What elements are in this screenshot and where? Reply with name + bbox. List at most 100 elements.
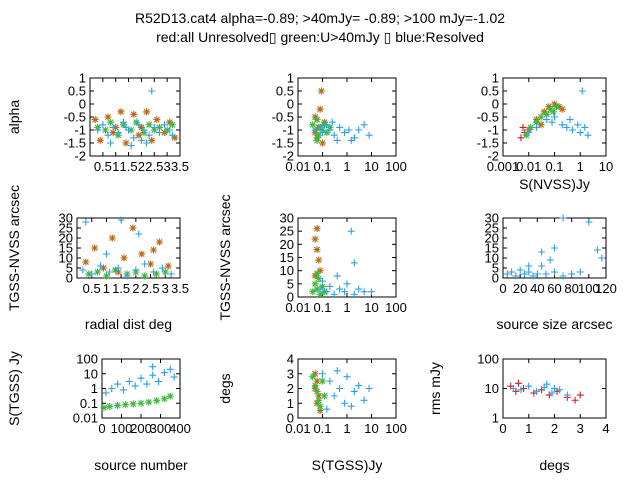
data-point (326, 377, 334, 385)
data-point (316, 267, 324, 275)
y-tick-label: 0.5 (276, 84, 294, 99)
data-point (558, 121, 566, 129)
y-tick-label: 0 (287, 290, 294, 305)
data-point (114, 264, 122, 272)
data-point (102, 250, 110, 258)
data-point (566, 116, 574, 124)
series-orange (91, 108, 179, 147)
data-point (315, 275, 323, 283)
data-point (155, 123, 163, 131)
y-tick-label: 15 (485, 241, 499, 256)
x-tick-label: 0.01 (285, 300, 310, 315)
data-point (365, 131, 373, 139)
y-tick-label: 30 (280, 211, 294, 226)
y-tick-label: 1 (492, 411, 499, 426)
x-tick-label: 3.5 (171, 281, 189, 296)
data-point (330, 131, 338, 139)
y-tick-label: -2 (74, 149, 86, 164)
data-point (150, 123, 158, 131)
figure-title-line2: red:all Unresolved▯ green:U>40mJy ▯ blue… (156, 29, 484, 45)
data-point (313, 387, 321, 395)
x-tick-label: 1 (343, 300, 350, 315)
data-point (319, 377, 326, 385)
data-point (143, 380, 151, 388)
x-tick-label: 0 (98, 421, 105, 436)
data-point (130, 110, 138, 118)
data-point (313, 225, 321, 233)
data-point (551, 113, 558, 121)
data-point (326, 282, 334, 290)
data-point (155, 129, 163, 137)
y-axis-label: alpha (6, 100, 22, 134)
data-point (320, 392, 328, 400)
y-axis-label: S(TGSS) Jy (6, 351, 22, 426)
data-point (333, 272, 341, 280)
series-blue (503, 214, 606, 280)
data-point (161, 121, 169, 129)
x-tick-label: 10 (364, 159, 378, 174)
data-point (315, 131, 323, 139)
x-tick-label: 0.01 (285, 159, 310, 174)
data-point (311, 235, 319, 243)
data-point (135, 121, 143, 129)
y-tick-label: -1.5 (64, 136, 86, 151)
data-point (316, 105, 324, 113)
data-point (345, 126, 353, 134)
data-point (512, 272, 520, 280)
x-tick-label: 1 (343, 159, 350, 174)
data-point (309, 373, 317, 381)
x-tick-label: 0.01 (516, 159, 541, 174)
data-point (543, 116, 551, 124)
data-point (309, 121, 317, 129)
data-point (168, 131, 176, 139)
y-axis-label: degs (217, 373, 233, 403)
data-point (94, 126, 102, 134)
data-point (129, 400, 137, 408)
data-point (533, 123, 541, 131)
data-point (568, 126, 576, 134)
y-tick-label: 25 (280, 224, 294, 239)
x-tick-label: 20 (513, 281, 527, 296)
y-tick-label: 2 (287, 381, 294, 396)
series-blue (311, 118, 373, 144)
data-point (149, 371, 157, 379)
data-point (316, 285, 324, 293)
data-point (336, 285, 344, 293)
data-point (323, 129, 331, 137)
data-point (315, 392, 323, 400)
data-point (341, 288, 349, 296)
data-point (525, 382, 533, 390)
data-point (576, 129, 584, 137)
x-tick-label: 1 (103, 281, 110, 296)
data-point (315, 256, 323, 264)
y-tick-label: 0 (492, 271, 499, 286)
y-tick-label: 10 (84, 366, 98, 381)
data-point (145, 398, 153, 406)
data-point (155, 238, 163, 246)
y-tick-label: 10 (485, 381, 499, 396)
x-tick-label: 2 (132, 281, 139, 296)
y-tick-label: 20 (485, 231, 499, 246)
series-orange (311, 225, 324, 280)
data-point (101, 126, 109, 134)
y-tick-label: -0.5 (477, 110, 499, 125)
x-tick-label: 3.5 (171, 159, 189, 174)
data-point (336, 385, 344, 392)
data-point (529, 272, 537, 280)
series-blue (316, 227, 375, 298)
data-point (503, 270, 511, 278)
data-point (514, 379, 522, 387)
x-tick-label: 0.01 (285, 421, 310, 436)
data-point (166, 392, 174, 400)
data-point (551, 385, 558, 392)
data-point (160, 395, 168, 403)
data-point (108, 234, 116, 242)
data-point (323, 121, 331, 129)
data-point (558, 105, 566, 113)
x-tick-label: 0.1 (313, 421, 331, 436)
